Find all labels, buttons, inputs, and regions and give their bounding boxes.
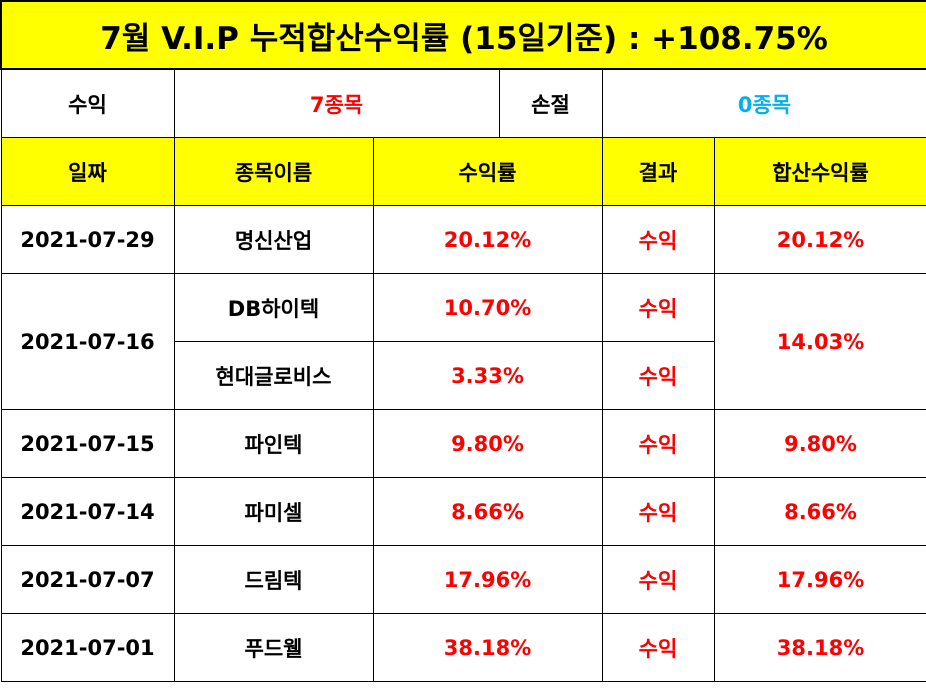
result-cell: 수익: [601, 341, 715, 410]
combined-return-cell: 14.03%: [713, 273, 926, 410]
return-cell: 3.33%: [372, 341, 603, 410]
stock-name-cell: 파미셀: [173, 477, 374, 546]
stock-name-cell: 명신산업: [173, 205, 374, 274]
loss-count: 0종목: [601, 68, 926, 138]
return-cell: 8.66%: [372, 477, 603, 546]
loss-label: 손절: [498, 68, 603, 138]
stock-name-cell: DB하이텍: [173, 273, 374, 342]
stock-name-cell: 푸드웰: [173, 613, 374, 682]
header-result: 결과: [601, 137, 715, 206]
date-cell: 2021-07-07: [0, 545, 175, 614]
return-cell: 10.70%: [372, 273, 603, 342]
table-row: 2021-07-14 파미셀 8.66% 수익 8.66%: [0, 477, 926, 546]
combined-return-cell: 17.96%: [713, 545, 926, 614]
result-cell: 수익: [601, 273, 715, 342]
stock-name-cell: 드림텍: [173, 545, 374, 614]
header-name: 종목이름: [173, 137, 374, 206]
combined-return-cell: 8.66%: [713, 477, 926, 546]
table-row: 2021-07-01 푸드웰 38.18% 수익 38.18%: [0, 613, 926, 682]
combined-return-cell: 9.80%: [713, 409, 926, 478]
table-row: 현대글로비스 3.33% 수익: [1, 341, 926, 410]
combined-return-cell: 20.12%: [713, 205, 926, 274]
result-cell: 수익: [601, 477, 715, 546]
header-return: 수익률: [372, 137, 603, 206]
return-cell: 9.80%: [372, 409, 603, 478]
result-cell: 수익: [601, 613, 715, 682]
date-cell: 2021-07-01: [0, 613, 175, 682]
table-title: 7월 V.I.P 누적합산수익률 (15일기준) : +108.75%: [0, 0, 926, 70]
combined-return-cell: 38.18%: [713, 613, 926, 682]
summary-row: 수익 7종목 손절 0종목: [0, 68, 926, 138]
header-date: 일짜: [0, 137, 175, 206]
return-cell: 17.96%: [372, 545, 603, 614]
result-cell: 수익: [601, 205, 715, 274]
result-cell: 수익: [601, 409, 715, 478]
stock-name-cell: 현대글로비스: [173, 341, 374, 410]
stock-name-cell: 파인텍: [173, 409, 374, 478]
header-row: 일짜 종목이름 수익률 결과 합산수익률: [0, 137, 926, 206]
table-row: 2021-07-07 드림텍 17.96% 수익 17.96%: [0, 545, 926, 614]
result-cell: 수익: [601, 545, 715, 614]
date-cell: 2021-07-29: [0, 205, 175, 274]
title-row: 7월 V.I.P 누적합산수익률 (15일기준) : +108.75%: [0, 0, 926, 70]
profit-label: 수익: [0, 68, 175, 138]
date-cell: 2021-07-14: [0, 477, 175, 546]
table-row: 2021-07-15 파인텍 9.80% 수익 9.80%: [0, 409, 926, 478]
return-cell: 38.18%: [372, 613, 603, 682]
return-cell: 20.12%: [372, 205, 603, 274]
table-row: 2021-07-16 DB하이텍 10.70% 수익 14.03%: [0, 273, 926, 410]
date-cell: 2021-07-16: [0, 273, 175, 410]
date-cell: 2021-07-15: [0, 409, 175, 478]
table-row: 2021-07-29 명신산업 20.12% 수익 20.12%: [0, 205, 926, 274]
header-combined: 합산수익률: [713, 137, 926, 206]
profit-count: 7종목: [173, 68, 500, 138]
